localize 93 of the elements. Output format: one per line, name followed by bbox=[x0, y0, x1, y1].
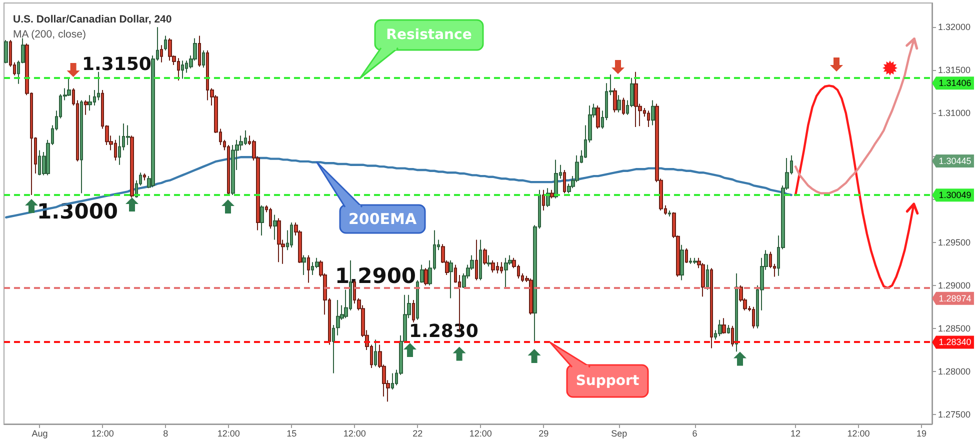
annotation: Support bbox=[576, 373, 640, 389]
x-tick-label: 6 bbox=[692, 428, 698, 438]
candlestick bbox=[613, 88, 617, 113]
candlestick bbox=[622, 97, 625, 116]
annotation: 200EMA bbox=[348, 210, 417, 228]
candlestick bbox=[722, 318, 726, 334]
ref-line-label: 1.31406 bbox=[938, 78, 972, 88]
annotation: 1.30445 bbox=[938, 156, 972, 166]
candlestick bbox=[529, 278, 533, 316]
candlestick bbox=[504, 257, 508, 288]
candlestick bbox=[336, 300, 340, 336]
y-tick-label: 1.27500 bbox=[938, 410, 971, 420]
candlestick bbox=[475, 239, 478, 281]
x-tick-label: Sep bbox=[611, 428, 628, 438]
text: MA (200, close) bbox=[13, 28, 86, 40]
candlestick bbox=[500, 262, 503, 274]
candlestick bbox=[80, 100, 83, 194]
candlestick bbox=[391, 372, 394, 390]
candlestick bbox=[479, 239, 482, 281]
x-tick-label: 19 bbox=[916, 428, 927, 438]
candlestick bbox=[718, 319, 722, 337]
x-tick-label: Aug bbox=[32, 428, 48, 438]
candlestick bbox=[731, 325, 734, 348]
candlestick bbox=[680, 244, 684, 281]
candlestick bbox=[554, 159, 558, 199]
candlestick bbox=[617, 94, 621, 113]
candlestick bbox=[84, 100, 88, 116]
candlestick bbox=[596, 104, 600, 130]
x-tick-label: 12:00 bbox=[343, 428, 366, 438]
ref-line-label: 1.30049 bbox=[938, 190, 972, 200]
candlestick bbox=[143, 172, 146, 181]
x-tick-label: 8 bbox=[163, 428, 168, 438]
candlestick bbox=[130, 135, 134, 198]
candlestick bbox=[735, 272, 738, 352]
y-tick-label: 1.31500 bbox=[938, 65, 971, 76]
x-tick-label: 12 bbox=[790, 428, 801, 438]
candlestick bbox=[164, 35, 167, 51]
x-tick-label: 12:00 bbox=[91, 428, 114, 438]
candlestick bbox=[332, 324, 335, 374]
y-tick-label: 1.32000 bbox=[938, 22, 971, 32]
candlestick bbox=[449, 260, 453, 299]
candlestick bbox=[752, 306, 755, 329]
candlestick bbox=[307, 254, 310, 284]
candlestick bbox=[198, 35, 201, 68]
y-tick-label: 1.28500 bbox=[938, 323, 971, 334]
text: U.S. Dollar/Canadian Dollar, 240 bbox=[13, 14, 172, 26]
candlestick bbox=[374, 339, 377, 367]
y-tick-label: 1.29000 bbox=[938, 280, 971, 290]
x-tick-label: 12:00 bbox=[847, 428, 870, 438]
x-tick-label: 22 bbox=[412, 428, 423, 438]
candlestick bbox=[277, 218, 281, 263]
x-tick-label: 12:00 bbox=[217, 428, 240, 438]
candlestick bbox=[542, 189, 545, 211]
candlestick bbox=[685, 248, 688, 264]
candlestick bbox=[168, 38, 172, 62]
x-tick-label: 12:00 bbox=[469, 428, 492, 438]
candlestick bbox=[202, 50, 205, 68]
ref-line-label: 1.28974 bbox=[938, 293, 972, 304]
y-tick-label: 1.31000 bbox=[938, 108, 971, 118]
annotation: 1.2830 bbox=[409, 321, 478, 342]
candlestick bbox=[181, 60, 184, 80]
candlestick bbox=[302, 254, 306, 276]
candlestick bbox=[290, 222, 293, 248]
candlestick bbox=[4, 40, 8, 64]
y-tick-label: 1.29500 bbox=[938, 237, 971, 248]
candlestick bbox=[483, 248, 487, 266]
candlestick bbox=[160, 44, 163, 63]
candlestick bbox=[126, 124, 130, 146]
candlestick bbox=[424, 268, 428, 286]
candlestick bbox=[693, 257, 697, 264]
candlestick bbox=[727, 324, 730, 334]
candlestick bbox=[710, 268, 713, 349]
candlestick bbox=[260, 204, 264, 236]
candlestick bbox=[487, 254, 491, 267]
y-tick-label: 1.28000 bbox=[938, 366, 971, 376]
candlestick bbox=[550, 189, 554, 199]
candlestick bbox=[706, 264, 709, 290]
candlestick bbox=[269, 207, 272, 230]
candlestick bbox=[412, 300, 415, 323]
ref-line-label: 1.28340 bbox=[938, 337, 972, 348]
candlestick bbox=[273, 214, 277, 240]
annotation: Resistance bbox=[386, 27, 472, 43]
candlestick bbox=[563, 170, 566, 194]
candlestick bbox=[67, 76, 71, 96]
candlestick bbox=[491, 260, 495, 273]
candlestick bbox=[668, 210, 671, 218]
candlestick bbox=[634, 71, 638, 128]
candlestick bbox=[651, 100, 655, 126]
x-tick-label: 29 bbox=[538, 428, 549, 438]
annotation: 1.3000 bbox=[37, 199, 118, 224]
candlestick bbox=[647, 110, 650, 128]
annotation: 1.3150 bbox=[82, 54, 152, 76]
x-tick-label: 15 bbox=[286, 428, 297, 438]
